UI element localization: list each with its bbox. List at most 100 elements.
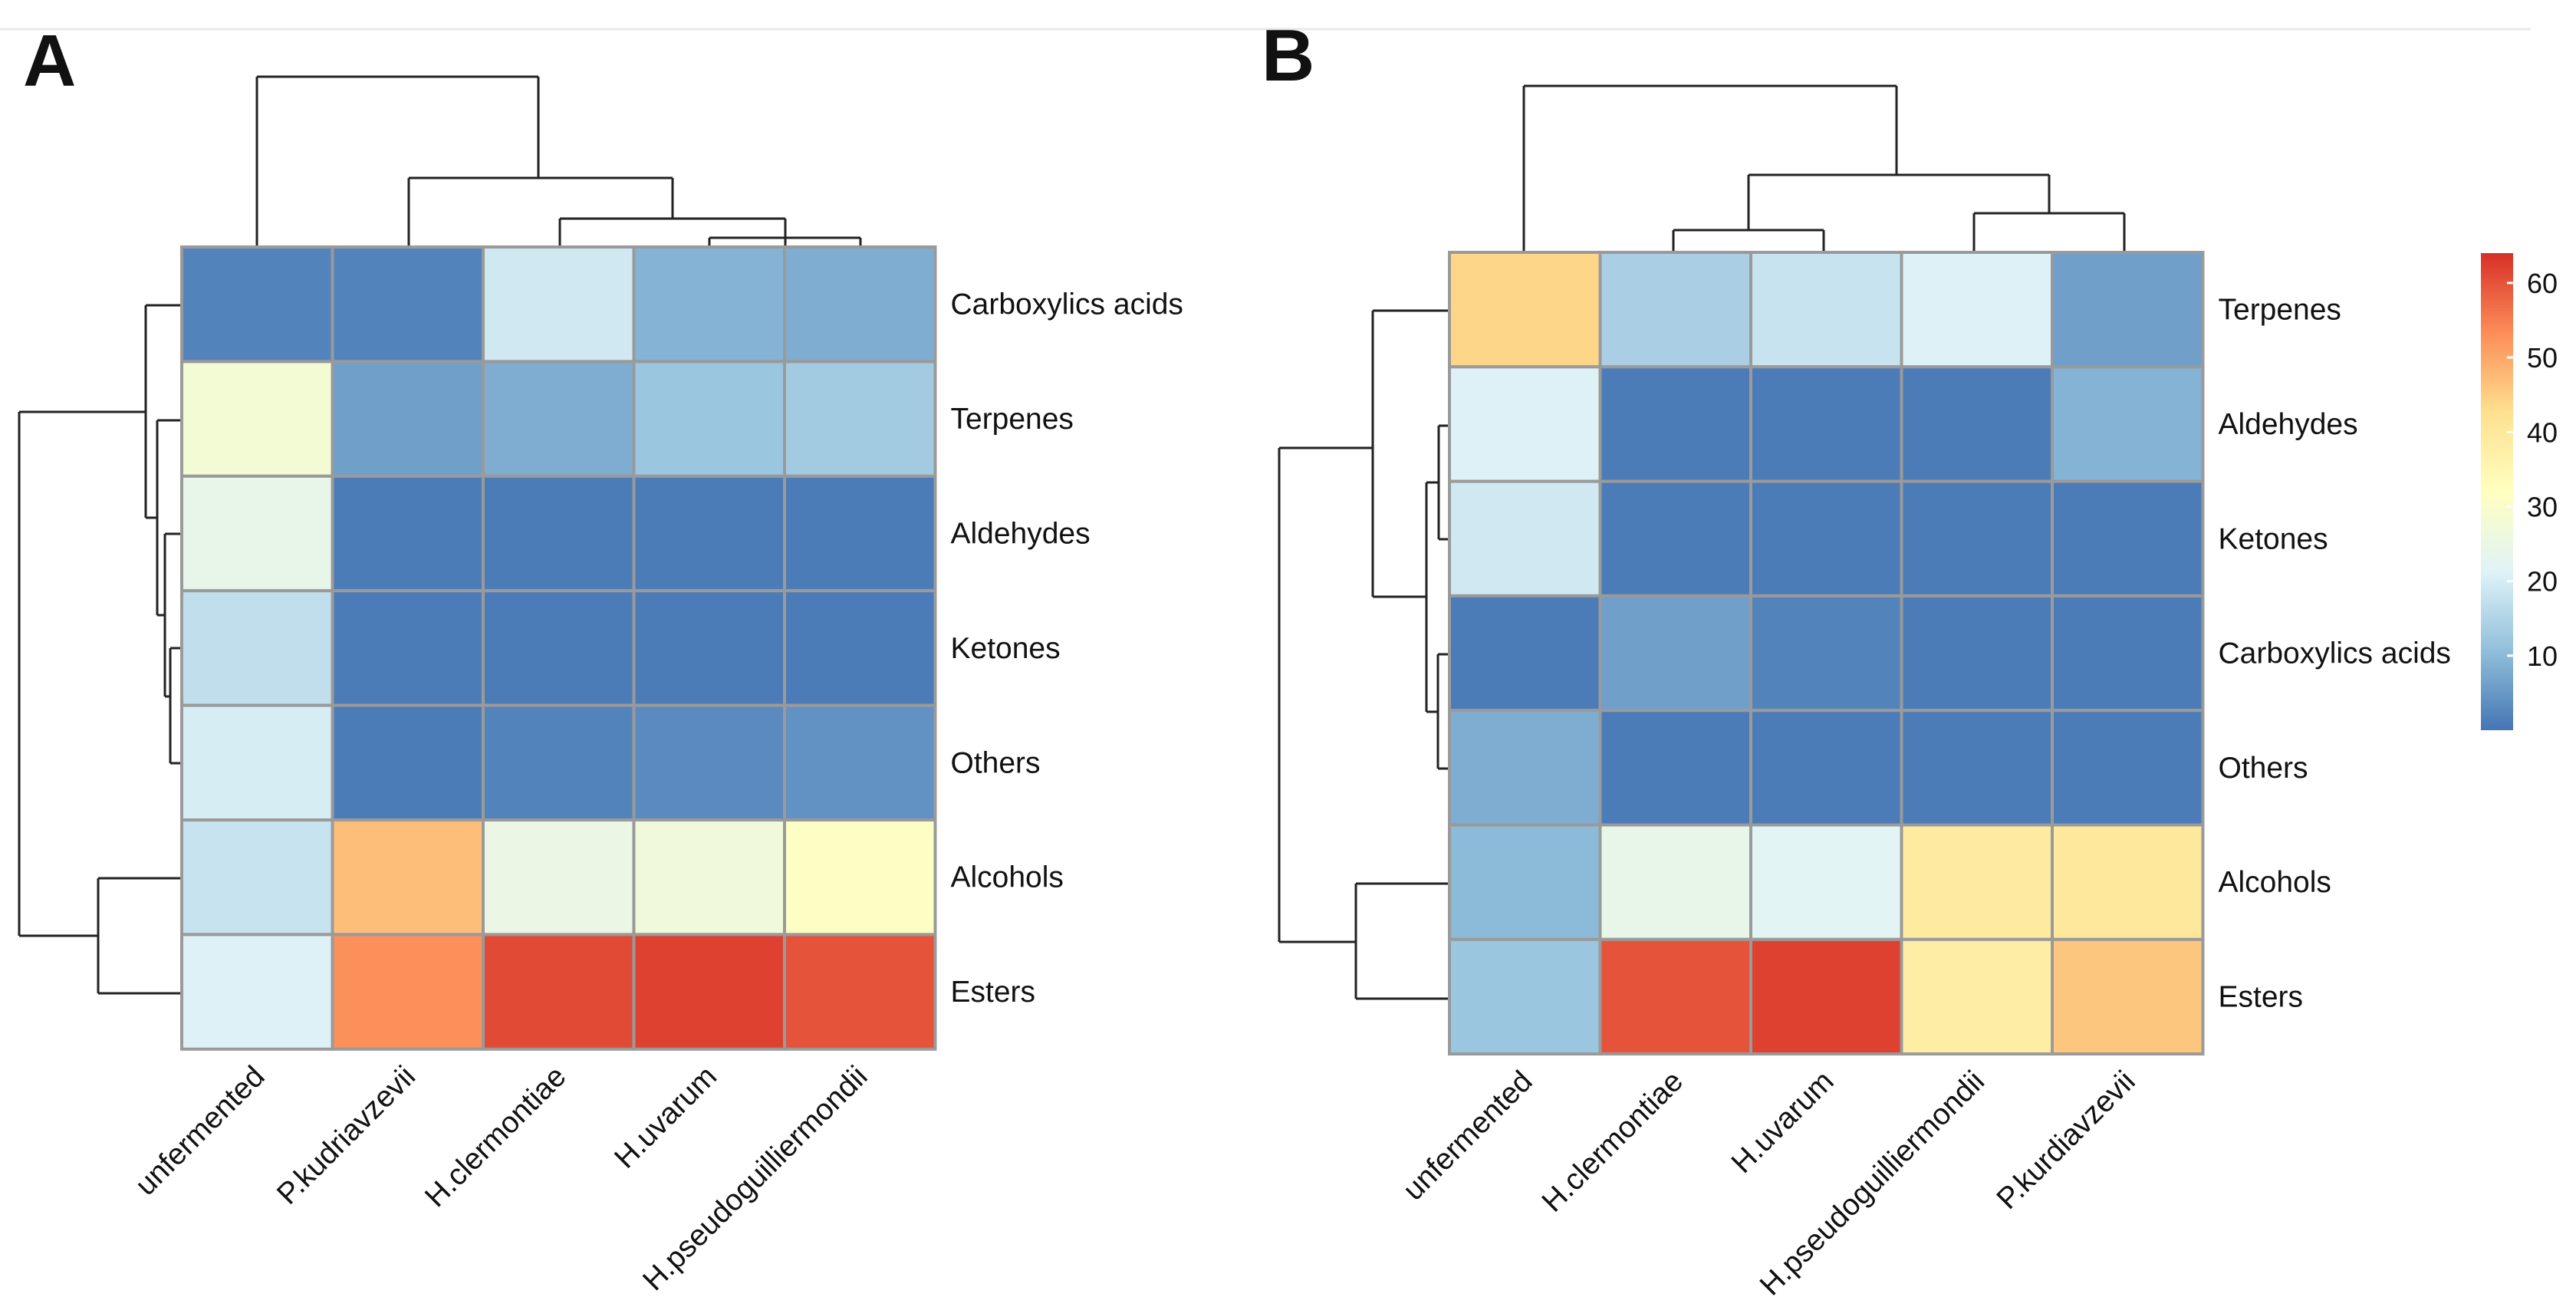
colorbar-tick-label-2: 30 [2527,491,2558,522]
panel-b-col-dendrogram [1522,84,2126,251]
panel-b-cell-3-4 [2051,594,2205,713]
panel-a-cell-5-0 [180,818,334,937]
panel-a-cell-1-1 [331,360,485,478]
panel-a-cell-3-0 [180,589,334,707]
panel-b-cell-6-0 [1448,937,1602,1056]
colorbar: 10 20 30 40 50 60 [2481,253,2558,730]
panel-b-cell-1-1 [1598,365,1752,483]
panel-a-row-label-3: Ketones [951,632,1061,665]
panel-a-heatmap: Carboxylics acids Terpenes Aldehydes Ketone… [129,245,1183,1297]
panel-b-cell-2-4 [2051,479,2205,598]
panel-b-cell-3-1 [1598,594,1752,713]
panel-a-cell-4-1 [331,703,485,821]
colorbar-gradient [2481,253,2513,730]
panel-b-row-label-3: Carboxylics acids [2219,637,2451,670]
panel-a-col-label-1: P.kudriavzevii [271,1060,422,1211]
colorbar-tick-label-0: 10 [2527,640,2558,672]
panel-b-cell-2-3 [1900,479,2054,598]
panel-b-cell-6-1 [1598,937,1752,1056]
panel-b-col-label-0: unfermented [1397,1065,1538,1207]
panel-a-row-label-5: Alcohols [951,861,1064,894]
panel-b-col-label-1: H.clermontiae [1536,1065,1690,1219]
panel-b-letter: B [1262,15,1314,97]
panel-a-cell-1-3 [632,360,786,478]
panel-b-row-label-6: Esters [2219,980,2304,1013]
panel-a-cell-2-3 [632,474,786,593]
panel-a-cell-2-2 [482,474,636,593]
panel-a-cell-2-0 [180,474,334,593]
panel-a-cell-0-2 [482,245,636,364]
panel-a-cell-6-4 [783,933,937,1051]
panel-a-cell-5-4 [783,818,937,937]
panel-a-cell-6-0 [180,933,334,1051]
panel-b-cell-4-4 [2051,709,2205,827]
panel-a-row-label-0: Carboxylics acids [951,288,1183,321]
panel-a-cell-0-1 [331,245,485,364]
panel-b-cell-1-4 [2051,365,2205,483]
panel-b-cell-6-4 [2051,937,2205,1056]
panel-a-row-dendrogram [18,304,182,995]
panel-a-cell-2-1 [331,474,485,593]
panel-a-col-dendrogram [255,75,862,245]
panel-a-cell-0-3 [632,245,786,364]
panel-a-row-label-6: Esters [951,976,1036,1009]
panel-b-cell-4-1 [1598,709,1752,827]
panel-a-row-label-1: Terpenes [951,403,1074,436]
panel-a-row-label-2: Aldehydes [951,518,1091,551]
panel-b-col-label-4: P.kurdiavzevii [1991,1065,2142,1216]
panel-b-row-label-4: Others [2219,752,2308,785]
panel-a-cell-1-2 [482,360,636,478]
panel-b-cell-2-1 [1598,479,1752,598]
panel-b-cell-3-3 [1900,594,2054,713]
panel-a: A [18,20,1183,1297]
panel-b-row-label-5: Alcohols [2219,866,2331,899]
panel-a-letter: A [23,20,76,102]
panel-b-cell-5-2 [1749,823,1903,941]
panel-a-cell-4-3 [632,703,786,821]
panel-b-cell-1-3 [1900,365,2054,483]
panel-a-row-label-4: Others [951,746,1041,779]
panel-a-col-label-2: H.clermontiae [419,1060,573,1214]
panel-b-cell-0-2 [1749,251,1903,369]
panel-a-col-label-0: unfermented [129,1060,271,1202]
panel-a-cell-3-2 [482,589,636,707]
panel-b-cell-1-2 [1749,365,1903,483]
panel-b-row-dendrogram [1278,309,1449,1000]
panel-a-cell-6-2 [482,933,636,1051]
panel-a-cell-4-2 [482,703,636,821]
panel-b-cell-4-0 [1448,709,1602,827]
panel-a-cell-5-1 [331,818,485,937]
panel-b-cell-4-3 [1900,709,2054,827]
panel-b-cell-1-0 [1448,365,1602,483]
panel-b-cell-5-4 [2051,823,2205,941]
panel-b-cell-5-3 [1900,823,2054,941]
panel-a-col-label-3: H.uvarum [608,1060,723,1175]
panel-a-cell-3-1 [331,589,485,707]
panel-b-cell-2-2 [1749,479,1903,598]
panel-b-cell-5-0 [1448,823,1602,941]
panel-a-cell-5-3 [632,818,786,937]
panel-b-heatmap: Terpenes Aldehydes Ketones Carboxylics acid… [1397,251,2451,1302]
panel-a-cell-0-0 [180,245,334,364]
colorbar-tick-label-3: 40 [2527,416,2558,448]
panel-a-cell-3-3 [632,589,786,707]
panel-b-cell-5-1 [1598,823,1752,941]
panel-a-cell-6-3 [632,933,786,1051]
panel-b-col-label-2: H.uvarum [1726,1065,1841,1180]
panel-a-cell-4-0 [180,703,334,821]
colorbar-tick-label-1: 20 [2527,566,2558,598]
panel-a-cell-0-4 [783,245,937,364]
panel-b-cell-2-0 [1448,479,1602,598]
panel-b-row-label-2: Ketones [2219,522,2328,555]
panel-a-cell-5-2 [482,818,636,937]
colorbar-tick-label-4: 50 [2527,342,2558,374]
panel-b-cell-0-4 [2051,251,2205,369]
panel-a-cell-1-4 [783,360,937,478]
panel-a-cell-1-0 [180,360,334,478]
panel-b-cell-0-0 [1448,251,1602,369]
panel-a-cell-4-4 [783,703,937,821]
panel-a-cell-2-4 [783,474,937,593]
panel-b: B [1262,15,2451,1302]
panel-b-cell-6-2 [1749,937,1903,1056]
panel-b-row-label-0: Terpenes [2219,294,2341,327]
